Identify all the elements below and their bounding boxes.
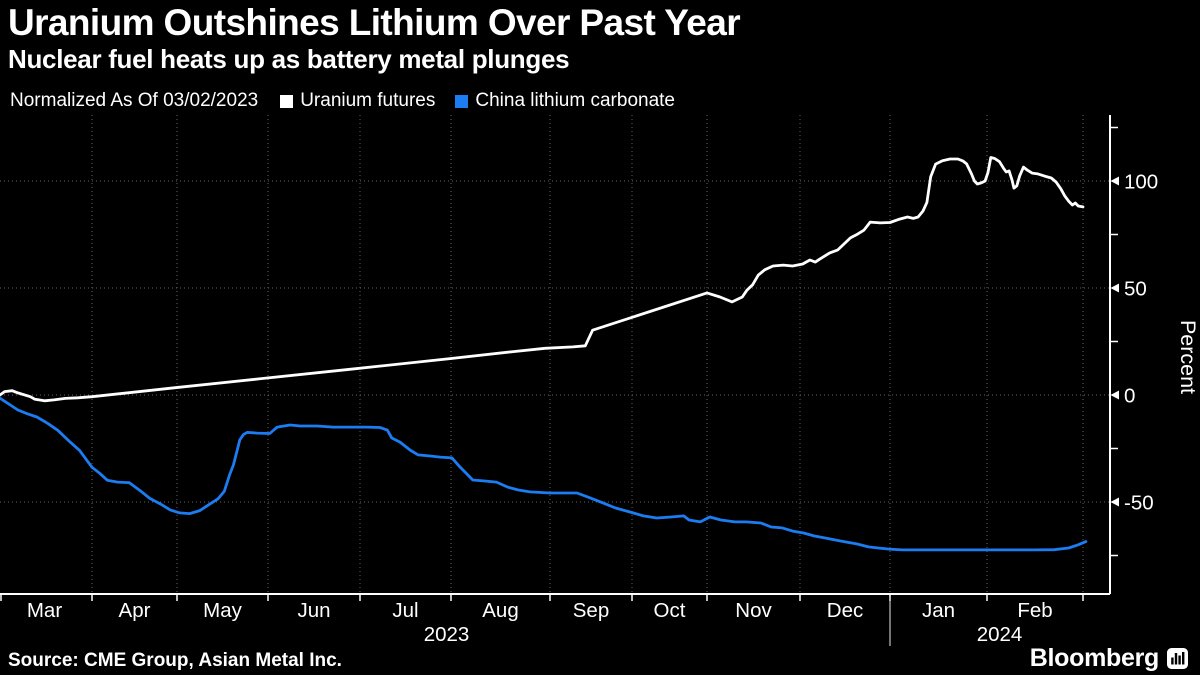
month-label: Feb: [1017, 599, 1052, 622]
chart-legend: Normalized As Of 03/02/2023 Uranium futu…: [10, 90, 695, 112]
legend-label-lithium: China lithium carbonate: [475, 90, 675, 111]
year-label: 2023: [424, 623, 470, 646]
year-label: 2024: [977, 623, 1023, 646]
month-label: May: [203, 599, 242, 622]
y-tick-label: 50: [1124, 278, 1147, 301]
legend-swatch-uranium-icon: [280, 94, 294, 108]
month-label: Dec: [827, 599, 863, 622]
legend-swatch-lithium-icon: [455, 94, 469, 108]
bloomberg-terminal-icon: [1167, 648, 1188, 669]
legend-label-uranium: Uranium futures: [300, 90, 436, 111]
month-label: Apr: [119, 599, 151, 622]
month-label: Oct: [654, 599, 686, 622]
y-major-tick-arrow: [1110, 283, 1119, 293]
legend-note: Normalized As Of 03/02/2023: [10, 90, 259, 111]
uranium-series-line: [0, 156, 1085, 403]
month-label: Jan: [922, 599, 955, 622]
bloomberg-logo: Bloomberg: [1030, 644, 1188, 673]
y-tick-label: 0: [1124, 385, 1135, 408]
y-major-tick-arrow: [1110, 497, 1119, 507]
month-label: Mar: [27, 599, 62, 622]
month-label: Jul: [392, 599, 418, 622]
month-label: Jun: [297, 599, 330, 622]
legend-item-lithium: China lithium carbonate: [455, 90, 675, 112]
source-note: Source: CME Group, Asian Metal Inc.: [8, 650, 342, 671]
month-label: Nov: [735, 599, 772, 622]
y-tick-label: 100: [1124, 171, 1158, 194]
month-label: Aug: [482, 599, 518, 622]
chart-title: Uranium Outshines Lithium Over Past Year: [8, 2, 741, 43]
y-tick-label: -50: [1124, 492, 1154, 515]
y-major-tick-arrow: [1110, 390, 1119, 400]
bloomberg-wordmark: Bloomberg: [1029, 644, 1160, 672]
y-major-tick-arrow: [1110, 176, 1119, 186]
lithium-series-line: [0, 396, 1088, 552]
y-axis-title: Percent: [1176, 320, 1200, 394]
month-label: Sep: [573, 599, 609, 622]
chart-subtitle: Nuclear fuel heats up as battery metal p…: [8, 44, 570, 74]
legend-item-uranium: Uranium futures: [280, 90, 435, 112]
